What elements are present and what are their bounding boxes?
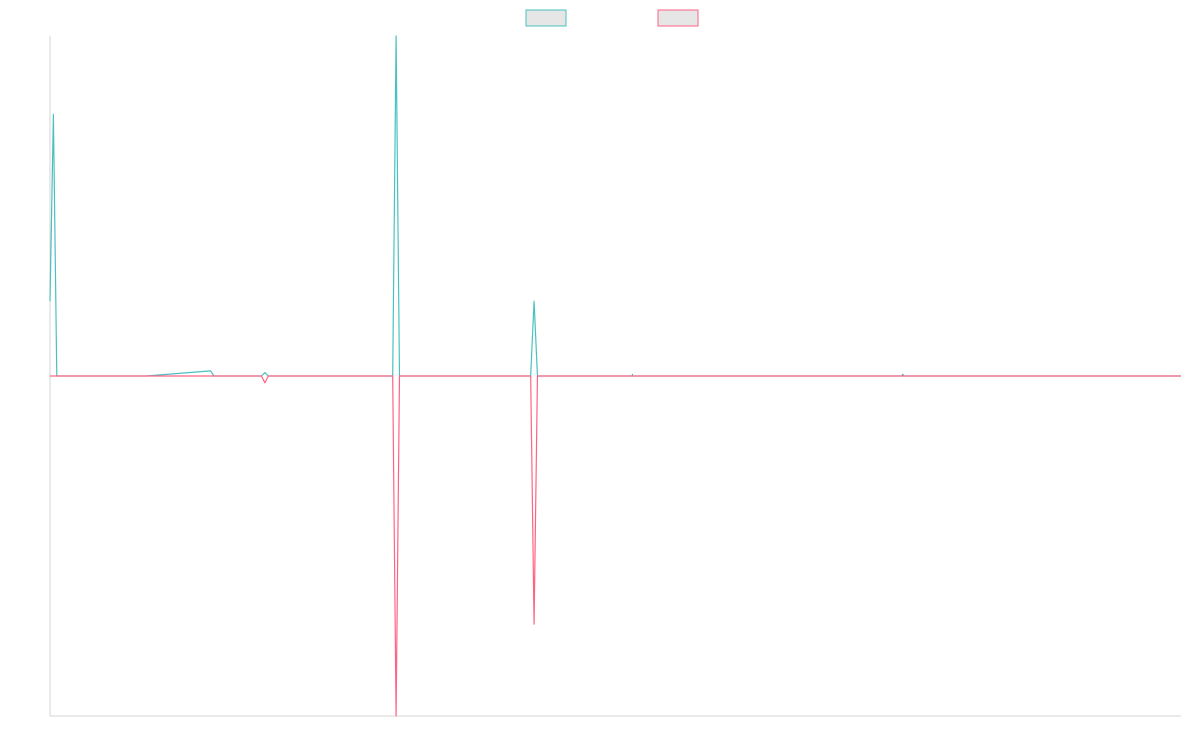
legend-swatch-series-1[interactable] — [525, 9, 567, 27]
series-2-line — [50, 375, 1181, 717]
legend-swatch-series-2[interactable] — [657, 9, 699, 27]
plot-area — [49, 35, 1181, 717]
legend — [525, 9, 699, 27]
series-1-line — [49, 35, 1181, 377]
